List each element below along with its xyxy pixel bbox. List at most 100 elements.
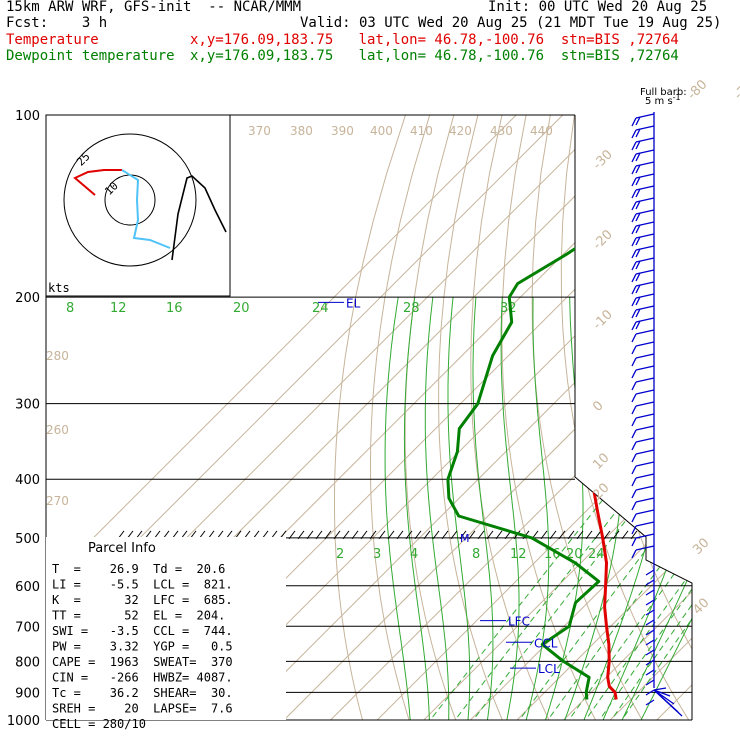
temperature-location: x,y=176.09,183.75 lat,lon= 46.78,-100.76… <box>190 32 679 48</box>
moist-adiabat-line <box>522 297 550 720</box>
moist-adiabat-line <box>615 297 692 720</box>
isotherm-line <box>550 115 692 720</box>
dry-adiabat-line <box>334 115 406 720</box>
wind-barb <box>631 137 655 151</box>
wind-barb <box>631 413 655 427</box>
isotherm-line <box>46 115 517 720</box>
isotherm-line <box>270 115 692 720</box>
isotherm-line <box>457 115 692 720</box>
hatch-mark <box>396 530 404 540</box>
pressure-tick-label: 600 <box>15 580 40 595</box>
wind-barb <box>631 485 655 499</box>
hatch-mark <box>405 530 413 540</box>
isotherm-line <box>597 115 692 720</box>
wind-barb <box>631 281 655 295</box>
isotherm-line <box>690 115 692 720</box>
level-label: EL <box>346 296 361 310</box>
parcel-info-row: LI = -5.5 LCL = 821. <box>52 578 233 592</box>
wind-barb <box>631 329 655 343</box>
dry-adiabat-line <box>470 115 556 720</box>
isotherm-label-right: -30 <box>590 147 616 173</box>
hatch-mark <box>432 530 440 540</box>
wind-barb <box>631 425 655 439</box>
hatch-mark <box>369 530 377 540</box>
dry-adiabat-line <box>369 115 431 720</box>
wind-barb <box>631 125 655 139</box>
wind-barb <box>653 689 671 697</box>
wind-barb <box>631 245 655 259</box>
pressure-tick-label: 900 <box>15 686 40 701</box>
wind-barb <box>645 599 655 606</box>
dry-adiabat-line <box>404 115 462 720</box>
theta-label: 440 <box>530 124 553 138</box>
isotherm-label-right: -10 <box>590 307 616 333</box>
moist-adiabat-label: 24 <box>312 301 329 316</box>
wind-barb <box>645 649 655 656</box>
init-time: Init: 00 UTC Wed 20 Aug 25 <box>488 0 708 15</box>
wind-barb <box>645 619 655 626</box>
dry-adiabat-line <box>719 115 740 733</box>
dewpoint-location: x,y=176.09,183.75 lat,lon= 46.78,-100.76… <box>190 48 679 64</box>
wind-barb <box>631 293 655 307</box>
hatch-mark <box>342 530 350 540</box>
hodograph-ring-outer <box>63 133 197 267</box>
moist-adiabat-line <box>424 297 450 720</box>
moist-adiabat-line <box>634 296 692 720</box>
hatch-mark <box>594 530 602 540</box>
wind-barb <box>645 689 655 696</box>
parcel-info-row: T = 26.9 Td = 20.6 <box>52 562 225 576</box>
parcel-levels: EL LFC CCL LCL <box>318 296 560 676</box>
moist-adiabat-line <box>472 297 494 720</box>
wind-barb <box>631 389 655 403</box>
pressure-tick-label: 400 <box>15 473 40 488</box>
hatch-mark <box>468 530 476 540</box>
isotherm-label-right: 30 <box>690 536 712 558</box>
hatch-mark <box>441 530 449 540</box>
parcel-info-row: CAPE = 1963 SWEAT= 370 <box>52 655 233 669</box>
isotherm-label-right: -20 <box>590 227 616 253</box>
hatch-mark <box>558 530 566 540</box>
dry-adiabat-line <box>589 115 692 720</box>
wind-barb <box>631 533 655 547</box>
wind-barb <box>631 173 655 187</box>
isotherm-line <box>410 115 692 720</box>
hatch-mark <box>630 530 638 540</box>
wind-barb <box>631 353 655 367</box>
wind-barb <box>631 377 655 391</box>
wind-barb <box>631 461 655 475</box>
hatch-mark <box>306 530 314 540</box>
wind-barb <box>631 197 655 211</box>
hodograph-unit: kts <box>48 281 70 295</box>
dry-adiabat-line <box>560 115 692 720</box>
hatch-mark <box>360 530 368 540</box>
forecast-hour: Fcst: 3 h <box>6 15 108 31</box>
hatch-mark <box>585 530 593 540</box>
theta-label: 370 <box>248 124 271 138</box>
wind-barb <box>645 679 655 686</box>
hatch-mark <box>288 530 296 540</box>
hatch-mark <box>297 530 305 540</box>
hatch-mark <box>549 530 557 540</box>
hatch-mark <box>333 530 341 540</box>
pressure-tick-label: 300 <box>15 398 40 413</box>
level-label: CCL <box>534 636 558 650</box>
wind-barb <box>631 269 655 283</box>
barb-note-1: Full barb: <box>640 87 687 98</box>
hatch-mark <box>450 530 458 540</box>
wind-barb <box>631 437 655 451</box>
temperature-profile <box>587 115 692 700</box>
wind-barb <box>631 341 655 355</box>
mixing-ratio-line <box>612 296 692 720</box>
moist-adiabat-line <box>500 297 520 720</box>
parcel-info-row: CELL = 280/10 <box>52 717 146 731</box>
hatch-mark <box>414 530 422 540</box>
freezing-level-marker: M <box>460 532 470 545</box>
wind-barb <box>631 473 655 487</box>
hodograph-upper-segment <box>73 169 122 196</box>
dry-adiabat-line <box>616 115 692 720</box>
hatch-mark <box>486 530 494 540</box>
hatch-mark <box>495 530 503 540</box>
hodograph-panel: 25 10 kts <box>45 114 231 297</box>
wind-barb <box>631 365 655 379</box>
moist-adiabat-line <box>578 297 671 720</box>
